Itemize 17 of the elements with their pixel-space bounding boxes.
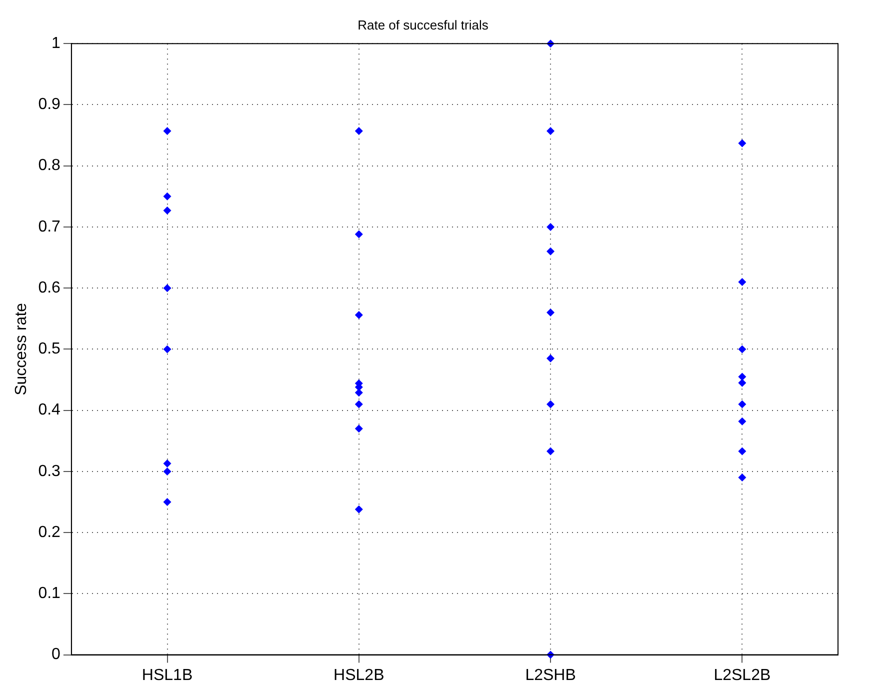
y-tick-label: 0.2 — [38, 524, 61, 541]
y-tick-label: 0.3 — [38, 462, 61, 480]
y-axis-title: Success rate — [13, 302, 30, 396]
y-tick-label: 0 — [52, 646, 61, 664]
y-tick-label: 1 — [52, 35, 61, 52]
y-tick-label: 0.1 — [38, 585, 61, 602]
x-tick-label: HSL1B — [142, 666, 193, 684]
y-tick-label: 0.7 — [38, 218, 61, 236]
x-tick-label: HSL2B — [334, 666, 384, 684]
x-tick-label: L2SHB — [525, 666, 576, 684]
y-tick-label: 0.9 — [38, 96, 61, 114]
x-tick-label: L2SL2B — [714, 666, 771, 684]
y-tick-label: 0.5 — [38, 340, 61, 358]
y-tick-label: 0.6 — [38, 279, 61, 296]
y-tick-label: 0.8 — [38, 157, 61, 174]
y-tick-label: 0.4 — [38, 402, 61, 419]
chart-title: Rate of succesful trials — [358, 17, 489, 32]
